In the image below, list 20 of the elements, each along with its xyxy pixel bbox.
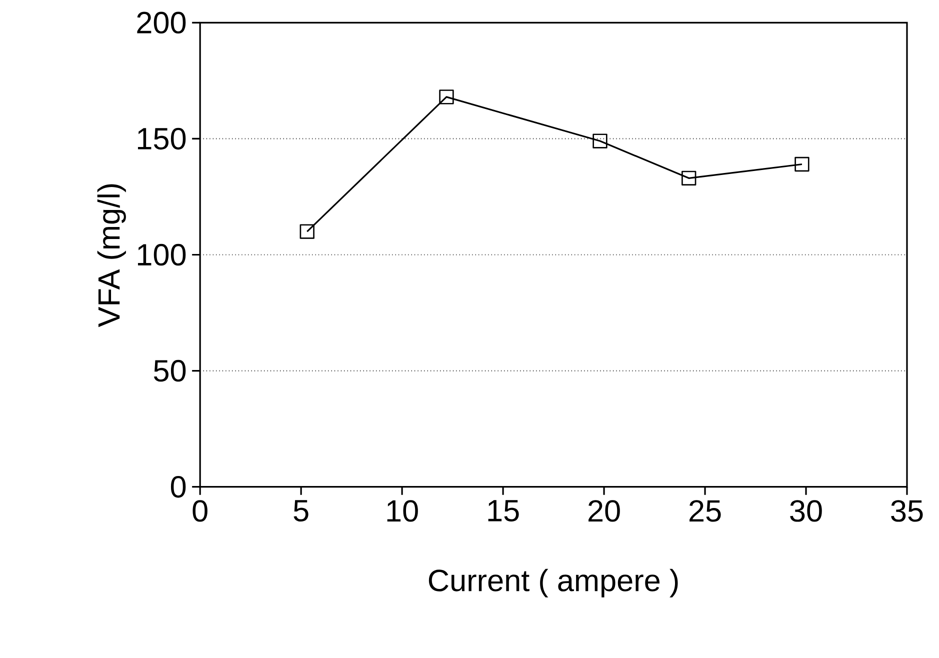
x-axis-title: Current ( ampere ) — [428, 569, 678, 598]
x-tick-label: 10 — [387, 500, 418, 522]
y-tick-label: 150 — [138, 128, 186, 150]
x-tick-label: 35 — [891, 500, 923, 522]
point — [794, 157, 810, 172]
point — [300, 224, 314, 240]
point — [592, 134, 608, 149]
point — [682, 171, 696, 186]
y-tick-label: 0 — [170, 476, 186, 498]
y-tick-label: 100 — [138, 244, 186, 266]
y-tick-label: 200 — [137, 12, 186, 34]
x-tick-label: 15 — [488, 500, 519, 522]
y-axis-title: VFA (mg/l) — [97, 184, 126, 328]
x-tick-label: 0 — [192, 500, 208, 522]
x-tick-label: 20 — [588, 500, 620, 522]
x-tick-label: 5 — [294, 500, 308, 522]
y-tick-label: 50 — [154, 360, 186, 382]
x-tick-label: 25 — [690, 500, 721, 522]
x-tick-label: 30 — [790, 500, 822, 522]
point — [439, 90, 454, 104]
